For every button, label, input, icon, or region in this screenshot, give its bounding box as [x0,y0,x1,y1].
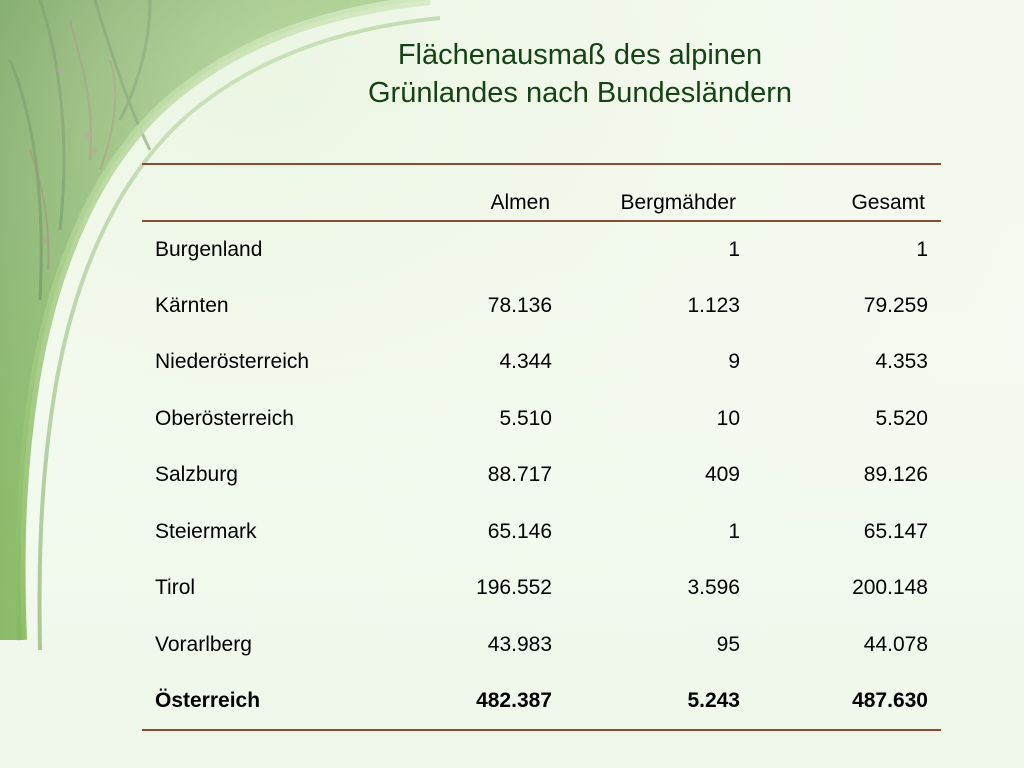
row-gesamt: 1 [916,237,928,261]
row-gesamt: 89.126 [863,463,928,487]
row-almen: 196.552 [476,576,552,600]
table-row: Niederösterreich 4.344 9 4.353 [142,334,941,391]
row-almen: 78.136 [487,293,552,317]
row-almen: 5.510 [499,406,552,430]
row-bergmaehder: 409 [704,463,740,487]
total-name: Österreich [155,688,261,712]
page-title: Flächenausmaß des alpinen Grünlandes nac… [250,36,910,112]
row-name: Vorarlberg [155,632,252,656]
row-gesamt: 5.520 [875,406,928,430]
row-bergmaehder: 1 [728,237,740,261]
row-gesamt: 79.259 [863,293,928,317]
row-almen: 88.717 [487,463,552,487]
row-bergmaehder: 1.123 [687,293,740,317]
header-almen: Almen [490,190,550,214]
data-table-container: Almen Bergmähder Gesamt Burgenland 1 1 K… [142,163,941,731]
row-name: Tirol [155,576,196,600]
header-bergmaehder: Bergmähder [620,190,736,214]
table-row: Kärnten 78.136 1.123 79.259 [142,278,941,335]
header-gesamt: Gesamt [851,190,925,214]
table-row: Steiermark 65.146 1 65.147 [142,504,941,561]
total-bergmaehder: 5.243 [687,688,740,712]
row-bergmaehder: 95 [716,632,740,656]
row-bergmaehder: 3.596 [687,576,740,600]
row-almen [397,221,552,278]
row-almen: 4.344 [499,350,552,374]
row-name: Oberösterreich [155,406,294,430]
table-header-row: Almen Bergmähder Gesamt [142,164,941,221]
row-gesamt: 44.078 [863,632,928,656]
table-row: Salzburg 88.717 409 89.126 [142,447,941,504]
table-row: Burgenland 1 1 [142,221,941,278]
row-name: Burgenland [155,237,263,261]
row-almen: 43.983 [487,632,552,656]
alpine-grassland-table: Almen Bergmähder Gesamt Burgenland 1 1 K… [142,163,941,731]
row-name: Niederösterreich [155,350,310,374]
row-gesamt: 200.148 [852,576,928,600]
table-row: Oberösterreich 5.510 10 5.520 [142,391,941,448]
row-bergmaehder: 9 [728,350,740,374]
row-bergmaehder: 1 [728,519,740,543]
title-line-1: Flächenausmaß des alpinen [397,39,763,71]
row-gesamt: 4.353 [875,350,928,374]
row-name: Salzburg [155,463,238,487]
total-row: Österreich 482.387 5.243 487.630 [142,673,941,730]
row-name: Steiermark [155,519,257,543]
row-almen: 65.146 [487,519,552,543]
row-bergmaehder: 10 [716,406,740,430]
row-gesamt: 65.147 [863,519,928,543]
table-row: Tirol 196.552 3.596 200.148 [142,560,941,617]
title-line-2: Grünlandes nach Bundesländern [367,77,793,109]
header-name [142,164,397,221]
table-row: Vorarlberg 43.983 95 44.078 [142,617,941,674]
row-name: Kärnten [155,293,229,317]
total-gesamt: 487.630 [852,688,928,712]
total-almen: 482.387 [476,688,552,712]
